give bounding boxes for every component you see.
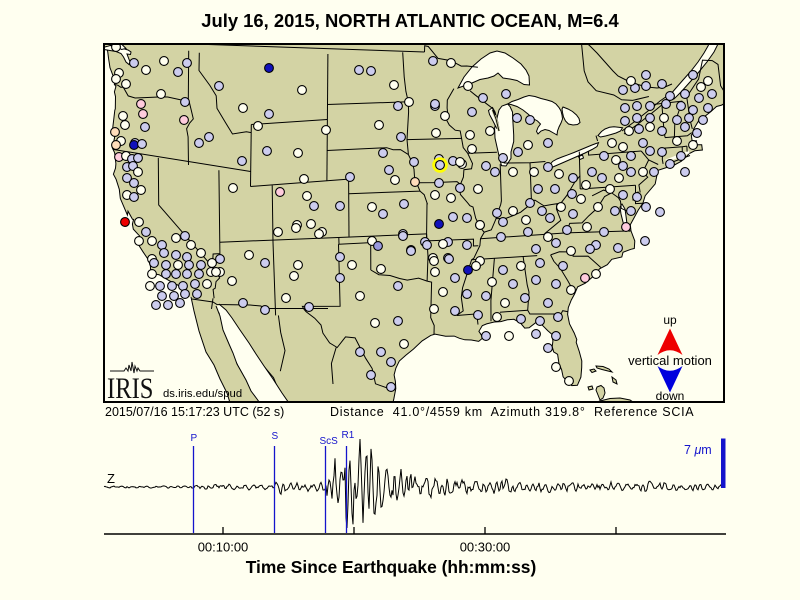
svg-text:up: up xyxy=(663,313,677,327)
svg-text:IRIS: IRIS xyxy=(107,372,153,405)
svg-text:Distance 41.0°/4559 km Azimu: Distance 41.0°/4559 km Azimuth 319.8° Re… xyxy=(330,405,694,419)
svg-text:down: down xyxy=(656,389,685,403)
svg-text:2015/07/16 15:17:23 UTC (52 s): 2015/07/16 15:17:23 UTC (52 s) xyxy=(105,405,284,419)
svg-text:00:10:00: 00:10:00 xyxy=(198,540,249,555)
svg-text:July 16, 2015, NORTH ATLANTIC: July 16, 2015, NORTH ATLANTIC OCEAN, M=6… xyxy=(201,10,619,31)
svg-text:7 μm: 7 μm xyxy=(684,443,712,457)
svg-text:Z: Z xyxy=(107,471,115,486)
svg-text:ds.iris.edu/spud: ds.iris.edu/spud xyxy=(163,388,242,400)
svg-text:S: S xyxy=(272,431,279,442)
svg-text:Time Since Earthquake (hh:mm:s: Time Since Earthquake (hh:mm:ss) xyxy=(246,557,537,577)
svg-text:P: P xyxy=(191,433,198,444)
svg-text:ScS: ScS xyxy=(320,436,339,447)
svg-text:R1: R1 xyxy=(342,430,355,441)
svg-text:vertical motion: vertical motion xyxy=(628,353,712,368)
svg-text:00:30:00: 00:30:00 xyxy=(460,540,511,555)
